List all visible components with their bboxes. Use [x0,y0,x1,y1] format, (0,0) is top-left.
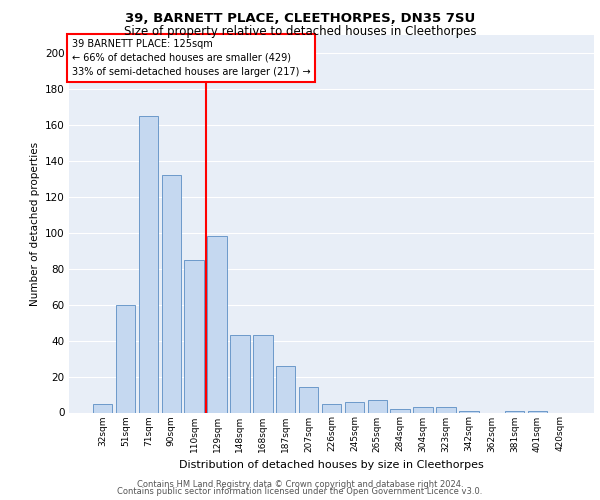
Text: 39 BARNETT PLACE: 125sqm
← 66% of detached houses are smaller (429)
33% of semi-: 39 BARNETT PLACE: 125sqm ← 66% of detach… [71,39,310,77]
Y-axis label: Number of detached properties: Number of detached properties [29,142,40,306]
Text: 39, BARNETT PLACE, CLEETHORPES, DN35 7SU: 39, BARNETT PLACE, CLEETHORPES, DN35 7SU [125,12,475,26]
Text: Contains HM Land Registry data © Crown copyright and database right 2024.: Contains HM Land Registry data © Crown c… [137,480,463,489]
Bar [391,409,410,412]
Bar [230,335,250,412]
Bar [436,407,455,412]
Bar [505,410,524,412]
Bar [299,388,319,412]
Bar [253,335,272,412]
Bar [184,260,204,412]
Bar [139,116,158,412]
Bar [161,175,181,412]
Bar [344,402,364,412]
Bar [93,404,112,412]
Bar [322,404,341,412]
Bar [276,366,295,412]
Text: Contains public sector information licensed under the Open Government Licence v3: Contains public sector information licen… [118,488,482,496]
Bar [116,304,135,412]
Bar [208,236,227,412]
Bar [413,407,433,412]
Bar [528,410,547,412]
Bar [368,400,387,412]
Text: Size of property relative to detached houses in Cleethorpes: Size of property relative to detached ho… [124,25,476,38]
Bar [459,410,479,412]
X-axis label: Distribution of detached houses by size in Cleethorpes: Distribution of detached houses by size … [179,460,484,470]
